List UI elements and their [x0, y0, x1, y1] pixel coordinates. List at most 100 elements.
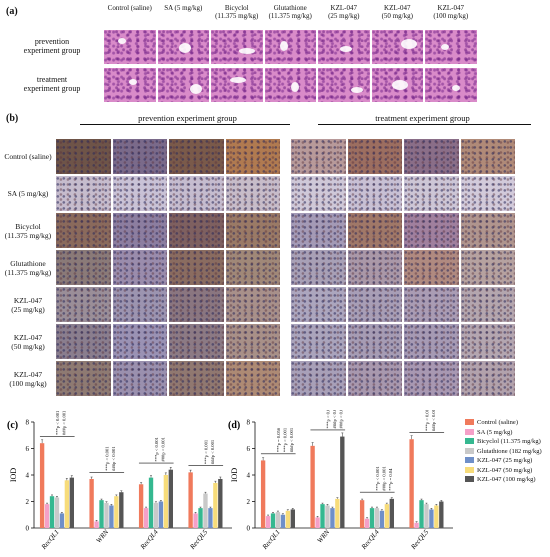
bar [265, 516, 271, 528]
prevention-group-underline [80, 124, 290, 125]
p-value-annotation: ***p < 0.001 [203, 439, 208, 464]
bar [374, 508, 380, 528]
bar [213, 482, 218, 528]
bar [384, 504, 390, 528]
legend-item: Bicyclol (11.375 mg/kg) [465, 437, 541, 446]
he-stain-image [210, 67, 264, 103]
p-value-annotation: ***p < 0.001 [325, 410, 330, 428]
ihc-row-label: Glutathione (11.375 mg/kg) [4, 259, 52, 277]
bar [193, 513, 198, 528]
ihc-treatment-image [346, 286, 403, 323]
panel-a-column-label: Bicyclol (11.375 mg/kg) [215, 4, 259, 20]
bar [359, 500, 365, 528]
ihc-treatment-image [346, 175, 403, 212]
ihc-treatment-image [290, 323, 347, 360]
x-category-label: RecQL5 [188, 528, 210, 552]
y-tick-label: 2 [26, 498, 30, 506]
ihc-row-label: SA (5 mg/kg) [7, 189, 49, 198]
ihc-treatment-image [403, 249, 460, 286]
y-axis-label: IOD [9, 468, 18, 482]
bar [44, 504, 50, 528]
ihc-prevention-image [55, 249, 112, 286]
legend-item: Glutathione (182 mg/kg) [465, 447, 542, 456]
x-category-label: RecQL1 [39, 528, 61, 551]
bar [168, 469, 173, 528]
ihc-treatment-image [459, 249, 516, 286]
ihc-prevention-image [224, 212, 281, 249]
bar [320, 504, 325, 528]
y-tick-label: 6 [247, 445, 251, 453]
he-stain-image [317, 67, 371, 103]
bar [260, 460, 266, 528]
bar [379, 510, 385, 528]
bar [340, 436, 345, 528]
bar [94, 521, 99, 528]
x-category-label: RecQL4 [359, 528, 381, 552]
bar [148, 477, 154, 528]
bar [280, 514, 286, 528]
bar [439, 501, 444, 528]
ihc-treatment-image [403, 175, 460, 212]
p-value-annotation: ###p < 0.001 [210, 439, 215, 464]
ihc-prevention-image [224, 249, 281, 286]
ihc-prevention-image [55, 323, 112, 360]
bar [270, 513, 276, 528]
ihc-treatment-image [459, 175, 516, 212]
x-category-label: RecQL5 [409, 528, 431, 552]
ihc-prevention-image [55, 286, 112, 323]
ihc-prevention-image [224, 138, 281, 175]
p-value-annotation: ###p < 0.001 [160, 436, 165, 461]
bar [188, 472, 193, 528]
ihc-treatment-image [346, 249, 403, 286]
legend-item: KZL-047 (50 mg/kg) [465, 466, 532, 475]
bar [290, 509, 295, 528]
panel-a-column-label: Control (saline) [107, 4, 152, 12]
bar [49, 496, 55, 528]
legend-label: SA (5 mg/kg) [477, 428, 513, 436]
he-stain-image [263, 67, 317, 103]
bar [424, 504, 429, 528]
ihc-treatment-image [346, 323, 403, 360]
bar [54, 497, 60, 528]
he-stain-image [370, 29, 424, 65]
bar [104, 502, 109, 528]
bar [99, 500, 104, 528]
x-category-label: WRN [316, 528, 332, 545]
he-stain-image [156, 67, 210, 103]
y-tick-label: 4 [247, 472, 251, 480]
ihc-prevention-image [168, 138, 225, 175]
ihc-treatment-image [459, 323, 516, 360]
legend-swatch [465, 419, 474, 425]
bar [198, 508, 203, 528]
ihc-row-label: Bicyclol (11.375 mg/kg) [4, 222, 52, 240]
bar [285, 510, 291, 528]
bar [389, 498, 394, 528]
panel-a-column-label: KZL-047 (100 mg/kg) [433, 4, 469, 20]
chart-panel-letter: (d) [228, 420, 240, 431]
legend-label: KZL-047 (25 mg/kg) [477, 457, 533, 464]
ihc-prevention-image [224, 175, 281, 212]
chart-panel-letter: (c) [7, 420, 18, 431]
legend-label: Glutathione (182 mg/kg) [477, 447, 542, 455]
ihc-treatment-image [290, 138, 347, 175]
panel-a-letter: (a) [6, 6, 18, 17]
y-tick-label: 6 [26, 445, 30, 453]
ihc-prevention-image [111, 323, 168, 360]
bar [310, 445, 315, 528]
ihc-prevention-image [168, 360, 225, 397]
bar [114, 496, 119, 528]
y-tick-label: 2 [247, 498, 251, 506]
bar [429, 509, 434, 528]
p-value-annotation: ***p < 0.001 [55, 410, 60, 435]
legend-swatch [465, 428, 474, 435]
bar [138, 484, 144, 528]
ihc-prevention-image [111, 360, 168, 397]
ihc-prevention-image [55, 360, 112, 397]
p-value-annotation: ***p < 0.001 [375, 466, 380, 491]
he-stain-image [424, 67, 478, 103]
he-stain-image [103, 29, 157, 65]
ihc-treatment-image [346, 360, 403, 397]
treatment-group-title: treatment experiment group [375, 113, 470, 123]
ihc-prevention-image [111, 138, 168, 175]
bar [218, 478, 223, 528]
